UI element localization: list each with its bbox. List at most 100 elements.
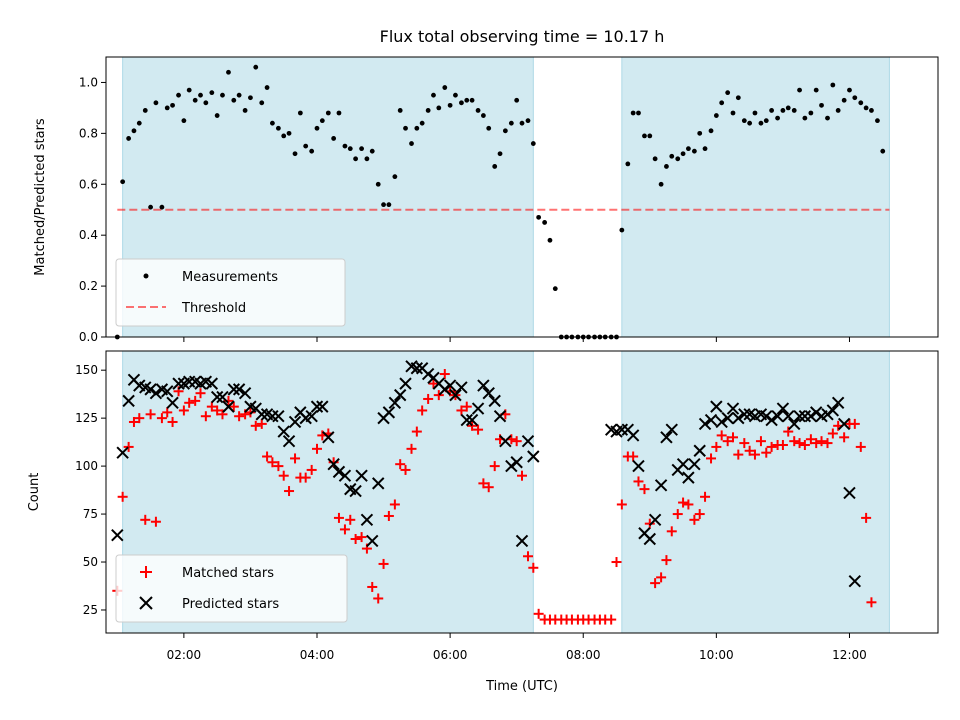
predicted-star-point-b — [305, 410, 318, 423]
matched-star-point — [633, 476, 644, 487]
bottom-x-tick-label: 12:00 — [832, 648, 867, 662]
measurement-point — [686, 146, 691, 152]
predicted-star-point-b — [332, 465, 346, 479]
predicted-star-point — [360, 513, 374, 527]
predicted-star-point — [227, 383, 241, 396]
matched-star-point — [333, 512, 344, 523]
matched-star-point — [755, 436, 766, 447]
predicted-star-point-b — [122, 394, 135, 408]
matched-star-point — [761, 447, 772, 458]
matched-star-point — [661, 555, 672, 566]
measurement-point — [492, 164, 498, 169]
predicted-star-point — [721, 411, 734, 425]
predicted-star-point-b — [527, 450, 540, 463]
bottom-y-axis-label: Count — [27, 473, 42, 512]
bottom-y-tick-label: 150 — [75, 363, 98, 377]
top-shaded-intervals — [122, 57, 890, 337]
matched-star-point — [262, 451, 273, 462]
measurement-point — [825, 115, 830, 121]
measurement-point — [226, 69, 231, 75]
top-x-axis-ticks — [183, 337, 850, 342]
predicted-star-point — [698, 417, 712, 431]
matched-star-point — [300, 472, 311, 483]
matched-star-point — [700, 491, 711, 502]
predicted-star-point-b — [488, 394, 501, 408]
measurement-point — [514, 97, 520, 103]
predicted-star-point — [682, 471, 695, 484]
predicted-star-point-b — [388, 396, 402, 410]
bottom-x-tick-label: 10:00 — [699, 648, 734, 662]
predicted-star-point — [443, 379, 457, 392]
bottom-y-axis-ticks: 25 50 75 100 125 150 — [75, 363, 106, 617]
matched-star-point — [134, 413, 145, 424]
predicted-star-point — [232, 383, 246, 396]
matched-star-point — [733, 449, 744, 460]
predicted-star-point-b — [288, 415, 302, 429]
bottom-y-tick-label: 125 — [75, 411, 98, 425]
predicted-star-point — [843, 486, 856, 500]
measurement-point — [486, 125, 492, 131]
predicted-star-point-b — [172, 377, 185, 390]
measurement-point — [519, 120, 525, 126]
measurement-point — [403, 125, 408, 131]
measurement-point — [364, 156, 370, 162]
legend-predicted-marker — [139, 596, 153, 610]
predicted-star-point — [765, 413, 778, 427]
predicted-star-point — [222, 400, 235, 413]
predicted-star-point — [654, 479, 668, 492]
predicted-star-point-b — [682, 471, 695, 484]
predicted-star-point — [465, 413, 479, 427]
predicted-star-point-b — [405, 360, 418, 373]
predicted-star-point — [482, 386, 495, 400]
bottom-y-tick-label: 100 — [75, 459, 98, 473]
measurement-point — [214, 113, 220, 118]
predicted-star-point-b — [660, 431, 673, 444]
top-band-1 — [621, 57, 890, 337]
measurement-point — [248, 95, 253, 101]
matched-star-point — [428, 378, 439, 389]
predicted-star-point-b — [455, 381, 468, 394]
measurement-point — [170, 102, 175, 108]
measurement-point — [242, 108, 248, 113]
matched-star-point — [789, 436, 800, 447]
top-y-tick-label: 1.0 — [79, 75, 98, 89]
predicted-star-point-b — [826, 404, 840, 417]
legend-threshold-label: Threshold — [181, 301, 246, 316]
matched-star-point — [339, 524, 350, 535]
matched-star-point — [794, 438, 805, 449]
measurement-point — [453, 92, 458, 98]
measurement-point — [808, 110, 814, 116]
measurement-point — [835, 108, 841, 113]
bottom-y-tick-label: 25 — [83, 603, 98, 617]
predicted-star-point — [660, 431, 673, 444]
matched-star-point — [290, 453, 301, 464]
matched-star-point — [373, 593, 384, 604]
predicted-star-point — [688, 457, 701, 471]
measurement-point — [253, 64, 259, 70]
predicted-star-point — [732, 411, 745, 425]
predicted-star-point-b — [771, 410, 784, 423]
matched-star-points — [112, 369, 877, 625]
top-y-tick-label: 0.8 — [79, 126, 98, 140]
measurement-point — [552, 286, 558, 292]
predicted-star-point-b — [499, 434, 512, 448]
matched-star-point — [256, 418, 267, 429]
chart-title: Flux total observing time = 10.17 h — [380, 27, 665, 46]
matched-star-point — [228, 401, 239, 412]
matched-star-point — [805, 434, 816, 445]
measurement-point — [497, 151, 503, 157]
measurement-point — [758, 120, 764, 126]
predicted-star-point-b — [166, 396, 179, 410]
predicted-star-point-b — [272, 410, 285, 423]
measurement-point — [763, 118, 769, 124]
top-y-axis-ticks: 0.0 0.2 0.4 0.6 0.8 1.0 — [79, 75, 106, 344]
measurement-point — [164, 105, 170, 111]
matched-star-point — [839, 432, 850, 443]
matched-star-point — [749, 449, 760, 460]
predicted-star-point — [166, 396, 179, 410]
predicted-star-point — [382, 406, 396, 419]
predicted-star-point-b — [626, 429, 640, 442]
measurement-point — [369, 148, 375, 154]
predicted-star-point-b — [249, 402, 262, 415]
measurement-point — [775, 115, 780, 121]
